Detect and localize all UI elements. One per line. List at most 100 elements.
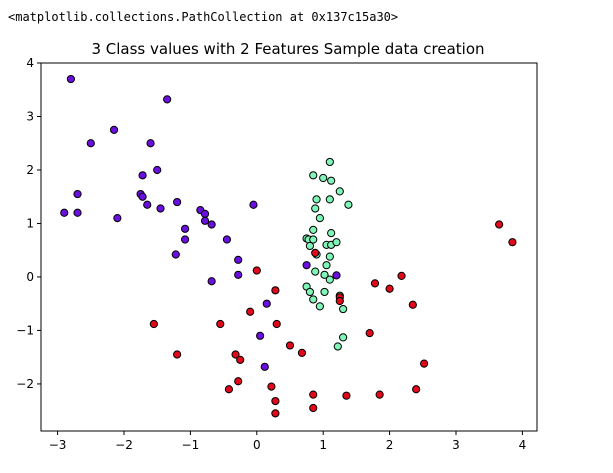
scatter-point-class-2 [231,350,240,359]
scatter-point-class-2 [272,319,281,329]
scatter-point-class-2 [173,350,182,359]
scatter-point-class-0 [249,200,258,209]
scatter-point-class-0 [86,139,95,148]
scatter-point-class-0 [73,208,82,217]
scatter-point-class-2 [285,341,295,350]
scatter-point-class-0 [207,277,216,286]
scatter-point-class-2 [216,319,225,329]
scatter-point-class-0 [66,74,75,84]
scatter-point-class-0 [138,171,147,180]
scatter-point-class-2 [224,385,234,394]
x-tick-label: −1 [182,438,200,452]
scatter-point-class-0 [332,271,341,280]
data-points [60,74,517,418]
scatter-point-class-1 [319,173,328,183]
scatter-point-class-0 [60,208,69,217]
scatter-point-class-1 [332,238,341,247]
scatter-point-class-0 [153,165,162,175]
scatter-point-class-1 [325,275,334,284]
scatter-point-class-0 [180,224,190,233]
scatter-point-class-2 [236,355,245,364]
scatter-point-class-2 [412,385,421,394]
scatter-point-class-1 [333,342,342,351]
scatter-point-class-0 [163,95,172,104]
scatter-point-class-1 [327,176,336,185]
axis-ticks: −3 −2 −1 0 1 2 3 4 −2 −1 0 1 2 3 4 [16,56,526,452]
scatter-point-class-1 [339,304,348,314]
scatter-point-class-1 [322,261,331,270]
x-tick-label: 4 [519,438,527,452]
scatter-point-class-0 [222,235,232,244]
scatter-point-class-2 [252,266,261,275]
y-tick-label: 2 [26,163,34,177]
scatter-point-class-0 [173,197,182,207]
scatter-point-class-2 [495,220,504,229]
scatter-point-class-2 [271,396,280,406]
scatter-point-class-2 [271,286,280,295]
scatter-point-class-1 [305,287,315,297]
scatter-point-class-1 [311,204,320,213]
scatter-point-class-0 [256,331,265,340]
scatter-point-class-2 [375,390,384,399]
scatter-point-class-2 [311,248,320,257]
scatter-point-class-1 [315,302,324,311]
chart-title: 3 Class values with 2 Features Sample da… [91,40,484,58]
scatter-point-class-1 [309,225,318,234]
scatter-point-class-1 [335,187,344,196]
scatter-point-class-2 [309,390,318,399]
scatter-point-class-0 [146,139,155,148]
scatter-point-class-1 [320,270,329,279]
scatter-point-class-1 [312,195,321,204]
scatter-point-class-0 [156,204,165,213]
scatter-point-class-1 [325,195,334,204]
scatter-point-class-1 [327,228,336,238]
scatter-point-class-1 [309,171,318,180]
scatter-point-class-2 [342,391,351,400]
scatter-point-class-1 [315,214,324,223]
scatter-point-class-2 [246,307,255,316]
scatter-point-class-0 [260,362,269,371]
x-tick-label: −2 [115,438,133,452]
scatter-point-class-2 [149,319,158,329]
x-tick-label: 3 [452,438,460,452]
plot-area-frame [40,62,538,432]
y-tick-label: 4 [26,56,34,70]
scatter-point-class-0 [180,235,190,244]
scatter-point-class-0 [200,209,210,218]
x-tick-label: 0 [253,438,261,452]
scatter-point-class-1 [311,267,320,276]
scatter-point-class-1 [305,241,315,251]
scatter-point-class-1 [325,157,334,167]
scatter-point-class-2 [397,271,406,280]
scatter-point-class-1 [344,200,353,209]
y-tick-label: 1 [26,216,34,230]
scatter-point-class-1 [309,235,318,244]
scatter-point-class-2 [385,284,394,293]
scatter-point-class-1 [339,333,348,342]
scatter-point-class-2 [508,238,517,247]
scatter-point-class-0 [113,214,122,223]
scatter-point-class-2 [234,377,243,386]
scatter-point-class-1 [309,295,318,304]
scatter-point-class-1 [320,287,329,297]
scatter-point-class-0 [138,192,147,201]
x-tick-label: 2 [386,438,394,452]
scatter-point-class-0 [200,216,210,225]
y-tick-label: −1 [16,323,34,337]
scatter-point-class-2 [271,409,280,418]
scatter-point-class-2 [420,359,429,368]
scatter-point-class-2 [370,279,380,288]
cell-output-text: <matplotlib.collections.PathCollection a… [8,10,399,24]
scatter-point-class-0 [262,299,271,308]
scatter-point-class-0 [302,261,311,270]
scatter-point-class-2 [267,382,276,391]
y-tick-label: 3 [26,109,34,123]
scatter-point-class-0 [234,270,243,279]
scatter-point-class-2 [335,296,344,306]
scatter-point-class-2 [297,348,307,358]
x-tick-label: −3 [49,438,67,452]
x-tick-label: 1 [319,438,327,452]
scatter-point-class-0 [207,220,216,229]
scatter-point-class-0 [234,255,243,264]
